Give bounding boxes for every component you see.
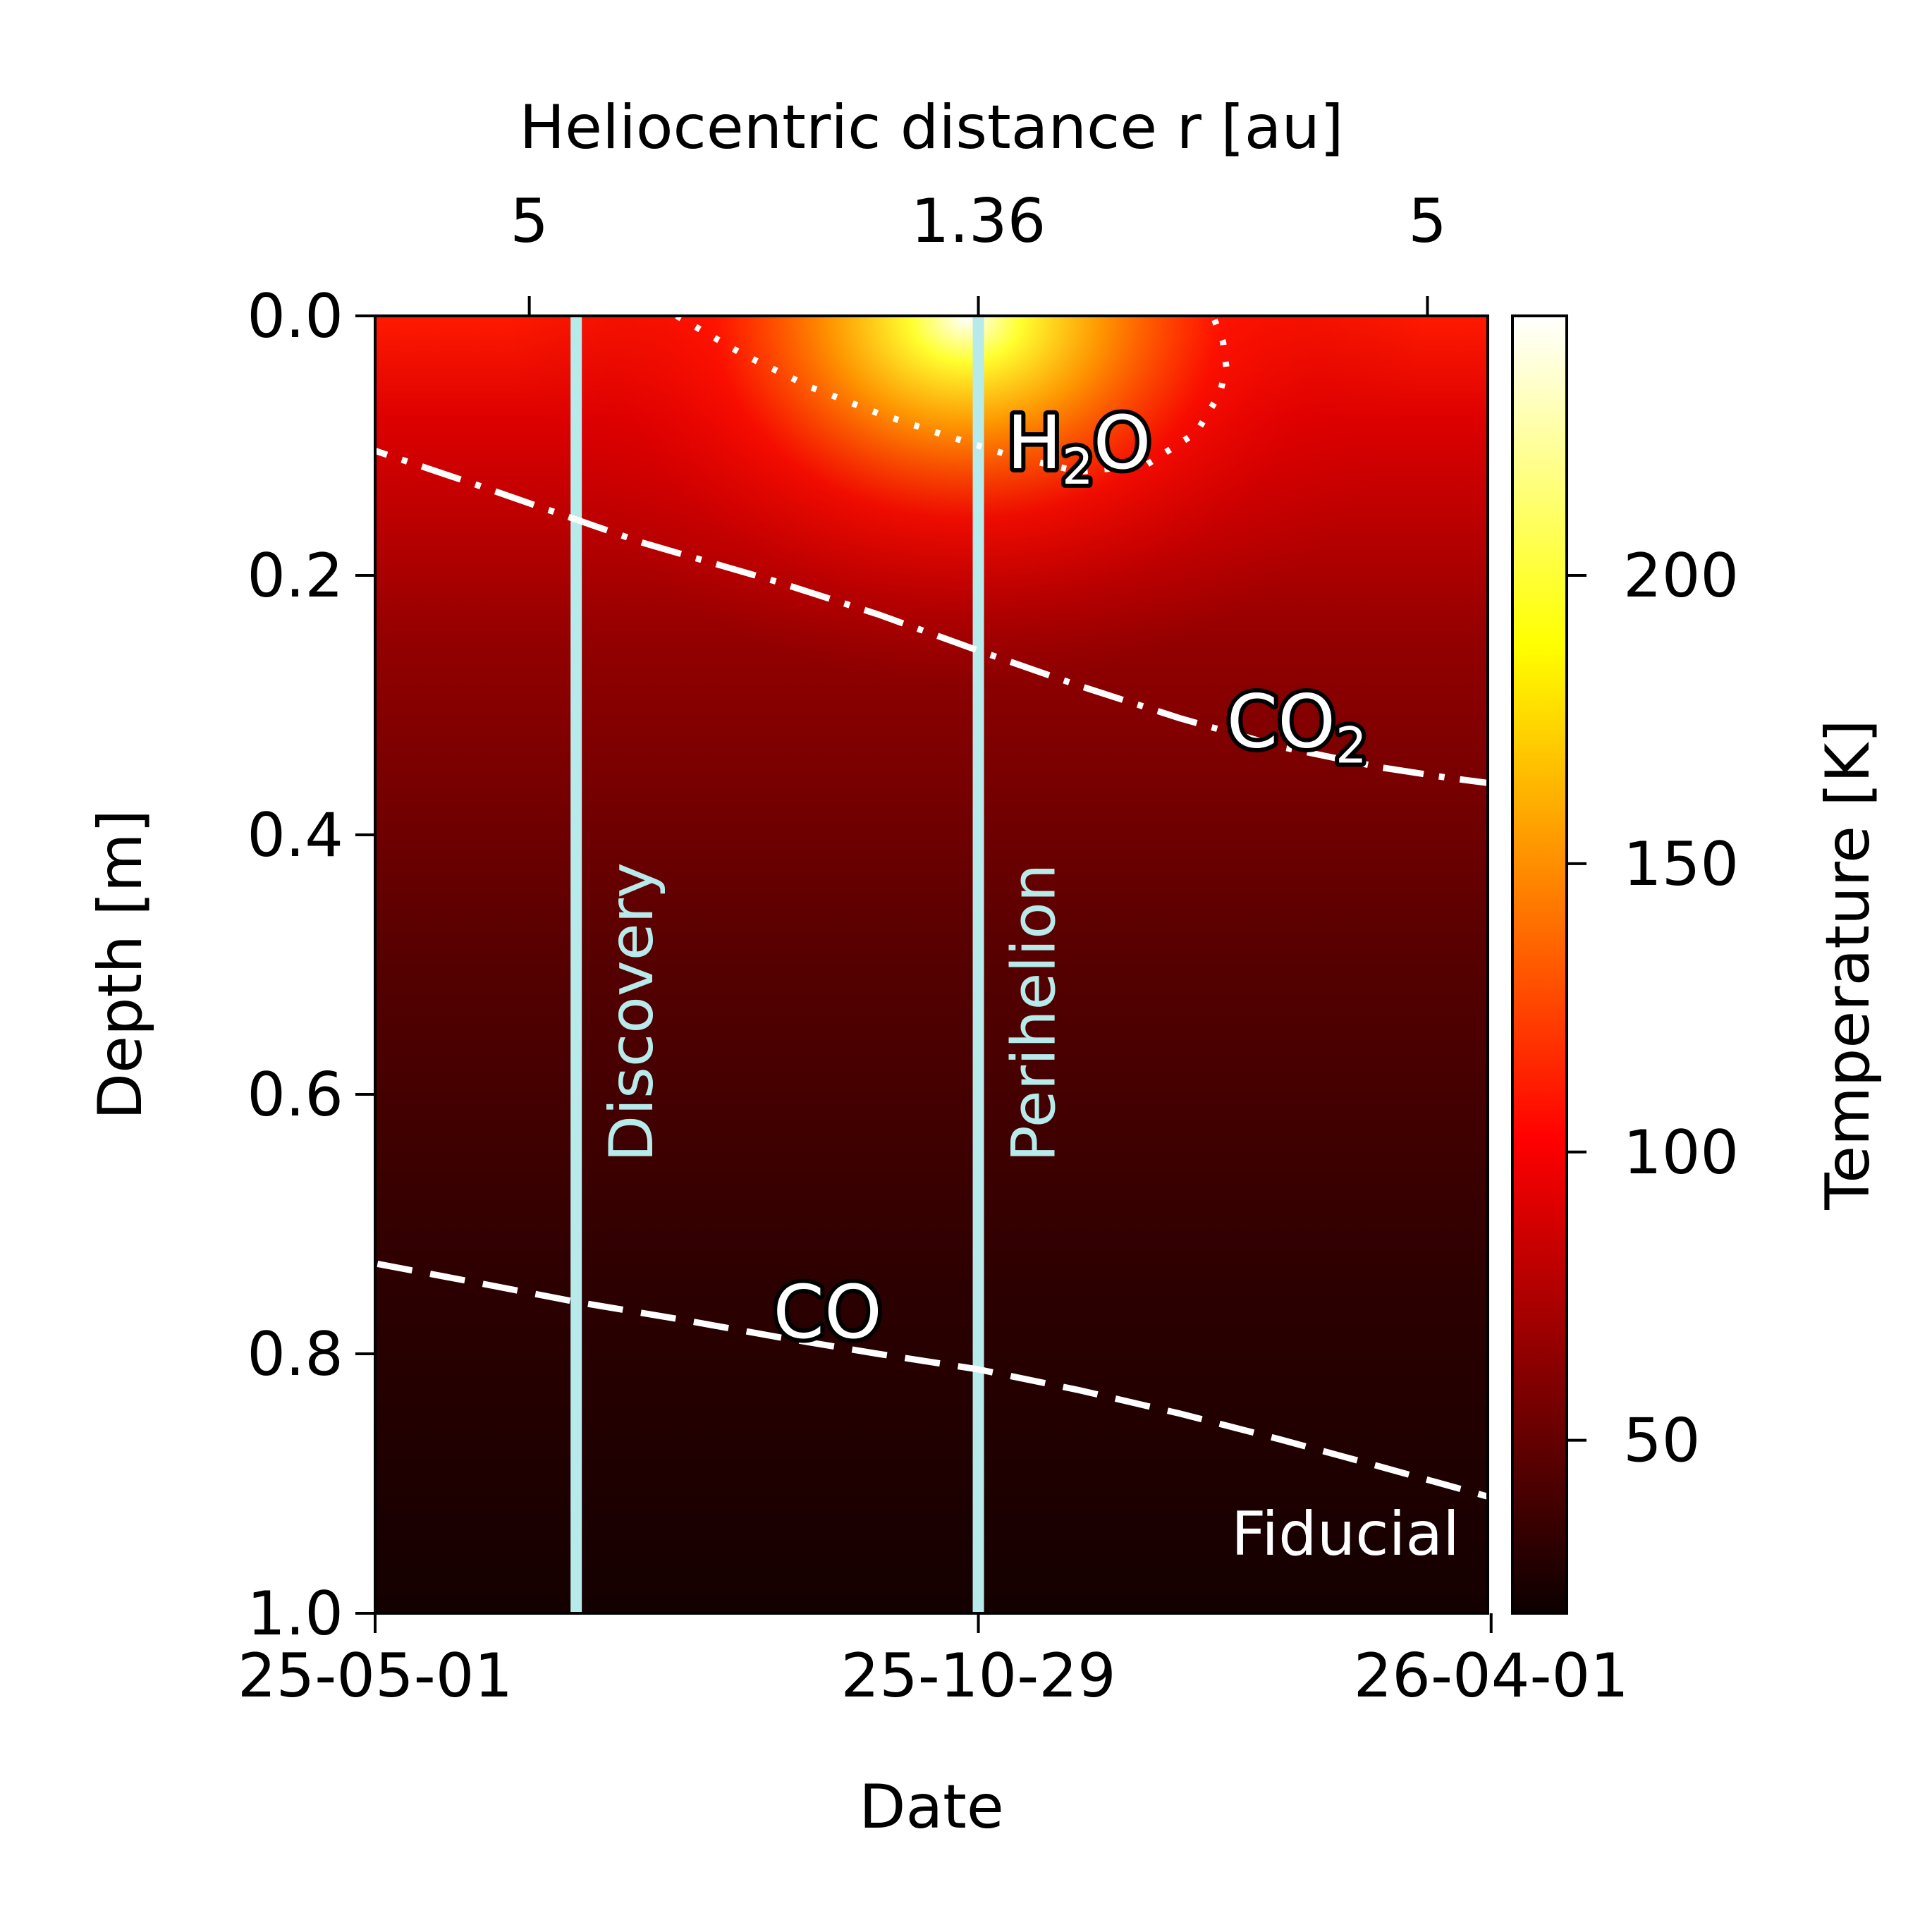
front-line-co2 — [375, 447, 1488, 786]
y-tick-label-4: 0.8 — [247, 1319, 343, 1390]
y-tick-label-2: 0.4 — [247, 800, 343, 871]
colorbar-tick-label-0: 50 — [1623, 1406, 1700, 1476]
y-axis-title: Depth [m] — [85, 809, 156, 1120]
front-label-co: CO — [773, 1269, 881, 1355]
colorbar-tick-label-2: 150 — [1623, 829, 1739, 900]
event-label-discovery: Discovery — [597, 862, 667, 1162]
colorbar — [1511, 314, 1568, 1615]
front-label-h2o: H2O — [1007, 400, 1151, 496]
event-label-perihelion: Perihelion — [999, 864, 1070, 1162]
bottom-tick-label-1: 25-10-29 — [840, 1641, 1115, 1711]
bottom-tick-label-0: 25-05-01 — [238, 1641, 513, 1711]
heatmap-field — [375, 316, 1488, 1613]
y-tick-label-5: 1.0 — [247, 1579, 343, 1649]
panel-label: Fiducial — [1231, 1499, 1460, 1570]
colorbar-tick-label-3: 200 — [1623, 541, 1739, 611]
plot-frame — [374, 314, 1489, 1615]
top-axis-title: Heliocentric distance r [au] — [519, 92, 1343, 163]
front-label-main: CO — [1227, 679, 1335, 765]
front-label-co2: CO2 — [1227, 679, 1367, 775]
bottom-tick-label-2: 26-04-01 — [1354, 1641, 1629, 1711]
top-tick-label-2: 5 — [1408, 186, 1447, 257]
top-tick-label-1: 1.36 — [911, 186, 1046, 257]
x-axis-title: Date — [859, 1772, 1004, 1842]
front-label-subscript: 2 — [1062, 438, 1094, 496]
colorbar-title: Temperature [K] — [1813, 719, 1883, 1211]
colorbar-gradient — [1511, 314, 1568, 1615]
heatmap-perihelion-hotspot — [375, 316, 1488, 1613]
front-label-tail: O — [1094, 400, 1151, 486]
y-tick-label-0: 0.0 — [247, 281, 343, 352]
colorbar-tick-label-1: 100 — [1623, 1118, 1739, 1188]
front-label-main: CO — [773, 1269, 881, 1355]
top-tick-label-0: 5 — [510, 186, 549, 257]
y-tick-label-3: 0.6 — [247, 1060, 343, 1130]
front-line-co — [375, 1260, 1488, 1500]
axis-ticks: 25-05-01 25-10-29 26-04-01 5 1.36 5 0.0 0.2 0.4 0… — [238, 186, 1739, 1711]
y-tick-label-1: 0.2 — [247, 541, 343, 611]
front-label-main: H — [1007, 400, 1062, 486]
front-label-subscript: 2 — [1335, 717, 1367, 775]
